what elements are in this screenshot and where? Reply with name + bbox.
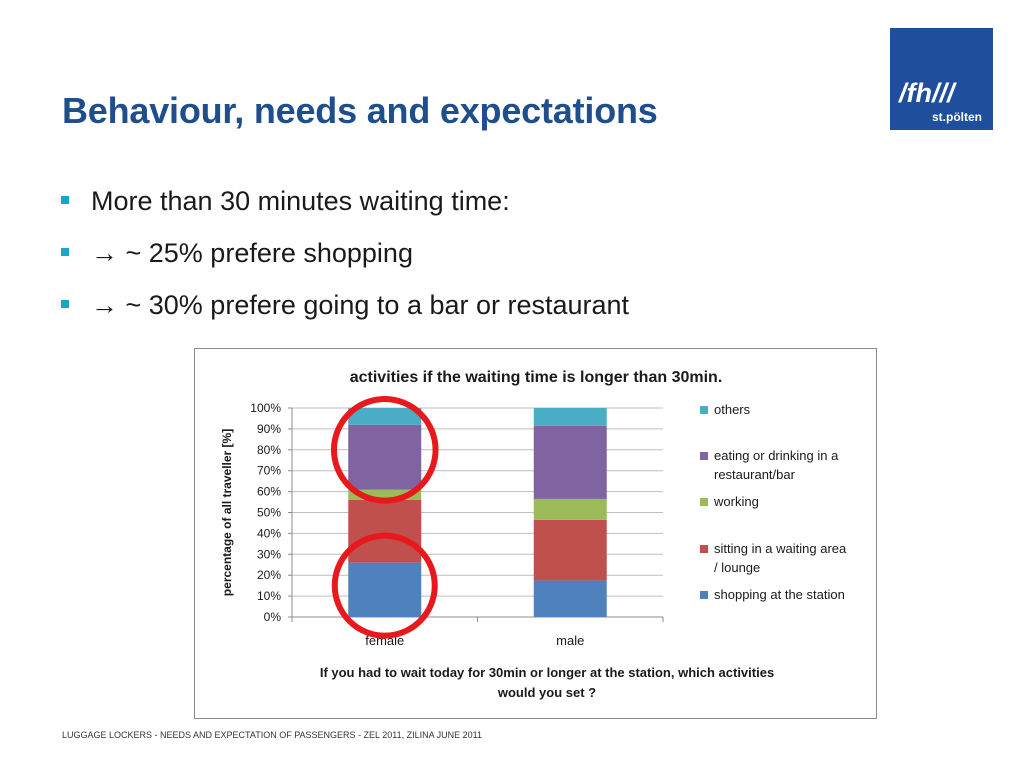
bar-segment xyxy=(348,562,422,617)
bar-segment xyxy=(533,408,607,426)
highlight-circle xyxy=(330,396,439,504)
bar-segment xyxy=(533,425,607,499)
y-tick-label: 60% xyxy=(257,485,281,499)
logo-sub-text: st.pölten xyxy=(932,110,982,124)
bar-segment xyxy=(348,489,422,500)
y-tick-label: 100% xyxy=(250,401,281,415)
bullet-text: → ~ 25% prefere shopping xyxy=(91,238,413,268)
bullet-item: → ~ 25% prefere shopping xyxy=(60,232,629,284)
legend-swatch xyxy=(700,591,708,599)
legend-swatch xyxy=(700,452,708,460)
legend-swatch xyxy=(700,545,708,553)
y-tick-label: 80% xyxy=(257,443,281,457)
bullet-text: → ~ 30% prefere going to a bar or restau… xyxy=(91,290,630,320)
y-axis-label: percentage of all traveller [%] xyxy=(220,429,234,596)
logo-main-text: /fh/// xyxy=(899,78,955,108)
bullet-list: More than 30 minutes waiting time: → ~ 2… xyxy=(60,180,629,336)
legend-label: sitting in a waiting area xyxy=(714,541,847,556)
y-tick-label: 0% xyxy=(264,610,282,624)
y-tick-label: 40% xyxy=(257,526,281,540)
footer-text: LUGGAGE LOCKERS - NEEDS AND EXPECTATION … xyxy=(62,730,482,740)
bullet-item: → ~ 30% prefere going to a bar or restau… xyxy=(60,284,629,336)
y-tick-label: 50% xyxy=(257,506,281,520)
y-tick-label: 70% xyxy=(257,464,281,478)
y-tick-label: 90% xyxy=(257,422,281,436)
square-bullet-icon xyxy=(61,300,69,308)
bar-segment xyxy=(533,519,607,581)
stacked-bar-chart: activities if the waiting time is longer… xyxy=(220,369,847,700)
bar-segment xyxy=(348,408,422,425)
legend-label: shopping at the station xyxy=(714,587,845,602)
bar-segment xyxy=(348,499,422,563)
square-bullet-icon xyxy=(61,196,69,204)
chart-title: activities if the waiting time is longer… xyxy=(350,369,723,386)
bar-segment xyxy=(533,580,607,617)
square-bullet-icon xyxy=(61,248,69,256)
y-tick-label: 30% xyxy=(257,547,281,561)
legend-label: restaurant/bar xyxy=(714,467,796,482)
legend-swatch xyxy=(700,406,708,414)
bullet-text: More than 30 minutes waiting time: xyxy=(91,186,510,216)
legend-label: eating or drinking in a xyxy=(714,448,839,463)
legend-label: others xyxy=(714,402,751,417)
x-category-label: male xyxy=(556,633,584,648)
x-axis-label: If you had to wait today for 30min or lo… xyxy=(320,665,774,680)
legend-swatch xyxy=(700,498,708,506)
y-tick-label: 10% xyxy=(257,589,281,603)
bar-segment xyxy=(348,424,422,490)
fh-st-poelten-logo: /fh/// st.pölten xyxy=(890,28,993,130)
slide-title: Behaviour, needs and expectations xyxy=(62,90,658,131)
bullet-item: More than 30 minutes waiting time: xyxy=(60,180,629,232)
highlight-circle xyxy=(331,532,438,639)
legend-label: / lounge xyxy=(714,560,760,575)
y-tick-label: 20% xyxy=(257,568,281,582)
x-axis-label: would you set ? xyxy=(497,685,596,700)
bar-segment xyxy=(533,498,607,520)
legend-label: working xyxy=(713,494,759,509)
chart-container: activities if the waiting time is longer… xyxy=(194,348,877,719)
